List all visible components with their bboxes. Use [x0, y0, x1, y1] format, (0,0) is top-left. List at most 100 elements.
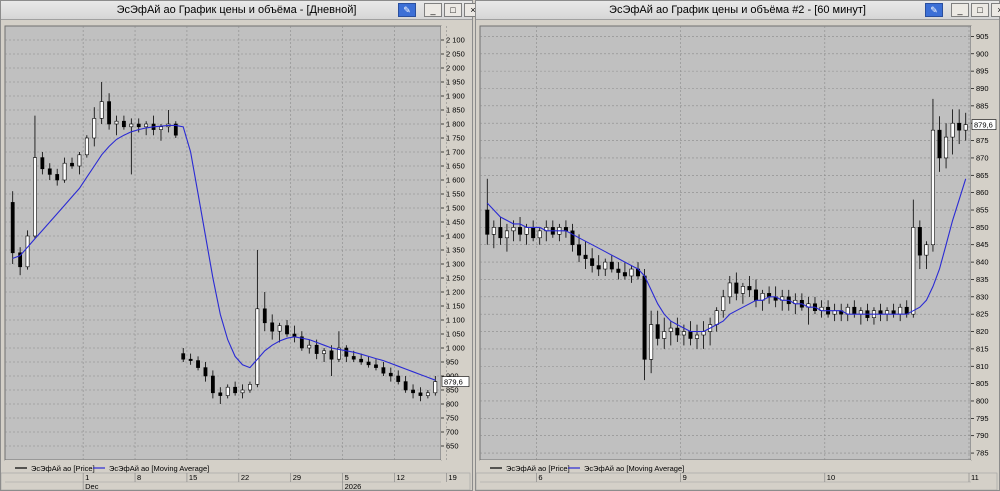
- candle-body: [425, 392, 430, 396]
- candle-body: [159, 126, 163, 130]
- candle-body: [329, 350, 334, 360]
- y-tick-label: 860: [976, 188, 989, 197]
- x-tick-label: 19: [448, 473, 456, 482]
- moving-average-line: [12, 124, 436, 381]
- candle-body: [270, 322, 275, 332]
- candle-body: [40, 157, 45, 170]
- candle-body: [196, 360, 200, 368]
- candle-body: [924, 244, 929, 256]
- candle-body: [596, 265, 601, 270]
- x-tick-label: 9: [683, 473, 687, 482]
- y-tick-label: 845: [976, 240, 989, 249]
- title-bar[interactable]: ЭсЭфАй ао График цены и объёма - [Дневно…: [1, 1, 482, 20]
- candle-body: [753, 289, 758, 301]
- y-tick-label: 750: [446, 414, 459, 423]
- pin-button[interactable]: ✎: [398, 3, 416, 17]
- maximize-button[interactable]: □: [971, 3, 989, 17]
- candle-body: [403, 381, 408, 391]
- legend-ma-label: ЭсЭфАй ао [Moving Average]: [109, 464, 209, 473]
- y-tick-label: 830: [976, 292, 989, 301]
- y-tick-label: 950: [446, 358, 459, 367]
- title-bar[interactable]: ЭсЭфАй ао График цены и объёма #2 - [60 …: [476, 1, 1000, 20]
- daily-chart-window[interactable]: ЭсЭфАй ао График цены и объёма - [Дневно…: [0, 0, 482, 491]
- candle-body: [681, 331, 686, 336]
- hourly-chart-window[interactable]: ЭсЭфАй ао График цены и объёма #2 - [60 …: [475, 0, 1000, 491]
- legend-price-label: ЭсЭфАй ао [Price]: [31, 464, 95, 473]
- y-tick-label: 850: [446, 386, 459, 395]
- pin-button[interactable]: ✎: [925, 3, 943, 17]
- y-tick-label: 1 000: [446, 344, 465, 353]
- y-tick-label: 1 300: [446, 260, 465, 269]
- candle-body: [188, 358, 193, 361]
- candle-body: [396, 375, 401, 382]
- candle-body: [10, 202, 15, 254]
- x-tick-label: 22: [241, 473, 249, 482]
- candle-body: [314, 344, 319, 354]
- candle-body: [852, 306, 857, 315]
- candle-body: [122, 120, 126, 128]
- candle-body: [218, 392, 223, 396]
- candle-body: [62, 162, 67, 181]
- y-tick-label: 900: [446, 372, 459, 381]
- candle-body: [25, 235, 30, 268]
- candle-body: [233, 386, 238, 394]
- legend-price-label: ЭсЭфАй ао [Price]: [506, 464, 570, 473]
- candle-body: [911, 227, 916, 315]
- x-tick-label: 5: [345, 473, 349, 482]
- candle-body: [714, 310, 719, 325]
- y-tick-label: 840: [976, 258, 989, 267]
- legend-ma-label: ЭсЭфАй ао [Moving Average]: [584, 464, 684, 473]
- candle-body: [181, 353, 186, 360]
- candle-body: [77, 154, 82, 167]
- minimize-button[interactable]: _: [951, 3, 969, 17]
- candle-body: [616, 268, 621, 273]
- candle-body: [504, 230, 509, 239]
- y-tick-label: 890: [976, 84, 989, 93]
- candle-body: [675, 327, 680, 336]
- y-tick-label: 2 000: [446, 64, 465, 73]
- y-tick-label: 1 650: [446, 162, 465, 171]
- y-axis-panel: [441, 26, 470, 460]
- y-tick-label: 2 100: [446, 36, 465, 45]
- minimize-button[interactable]: _: [424, 3, 442, 17]
- x-tick-label: 15: [189, 473, 197, 482]
- candle-body: [114, 120, 119, 125]
- candle-body: [570, 230, 575, 246]
- last-price-box: [971, 119, 997, 130]
- y-tick-label: 825: [976, 310, 989, 319]
- candle-body: [930, 129, 935, 246]
- candle-body: [518, 227, 523, 235]
- candle-body: [136, 123, 141, 128]
- y-tick-label: 790: [976, 431, 989, 440]
- candle-body: [950, 122, 955, 138]
- plot-area[interactable]: [479, 25, 972, 461]
- x-axis-panel: [476, 472, 998, 490]
- close-button[interactable]: ×: [991, 3, 1000, 17]
- last-price-box: [441, 376, 470, 387]
- candle-body: [129, 123, 134, 128]
- y-tick-label: 820: [976, 327, 989, 336]
- price-chart-daily[interactable]: 650 700 750 800 850 900 950 1 000 1 050 1 100 1 15…: [1, 20, 472, 490]
- y-tick-label: 805: [976, 379, 989, 388]
- plot-area[interactable]: [4, 25, 442, 461]
- candle-body: [963, 124, 968, 131]
- x-tick-label: 8: [137, 473, 141, 482]
- x-tick-label: 10: [827, 473, 835, 482]
- candle-body: [537, 230, 542, 239]
- candle-body: [307, 344, 312, 349]
- candle-body: [299, 336, 304, 349]
- y-tick-label: 700: [446, 428, 459, 437]
- x-axis-panel: [1, 472, 471, 490]
- y-tick-label: 870: [976, 153, 989, 162]
- candle-body: [721, 296, 726, 312]
- y-tick-label: 1 350: [446, 246, 465, 255]
- maximize-button[interactable]: □: [444, 3, 462, 17]
- y-tick-label: 1 150: [446, 302, 465, 311]
- candle-body: [70, 162, 74, 167]
- y-tick-label: 875: [976, 136, 989, 145]
- y-tick-label: 1 200: [446, 288, 465, 297]
- candle-body: [734, 282, 739, 294]
- y-tick-label: 1 500: [446, 204, 465, 213]
- price-chart-hourly[interactable]: 785 790 795 800 805 810 815 820 825 830 835 840 845 8…: [476, 20, 999, 490]
- candle-body: [531, 227, 536, 239]
